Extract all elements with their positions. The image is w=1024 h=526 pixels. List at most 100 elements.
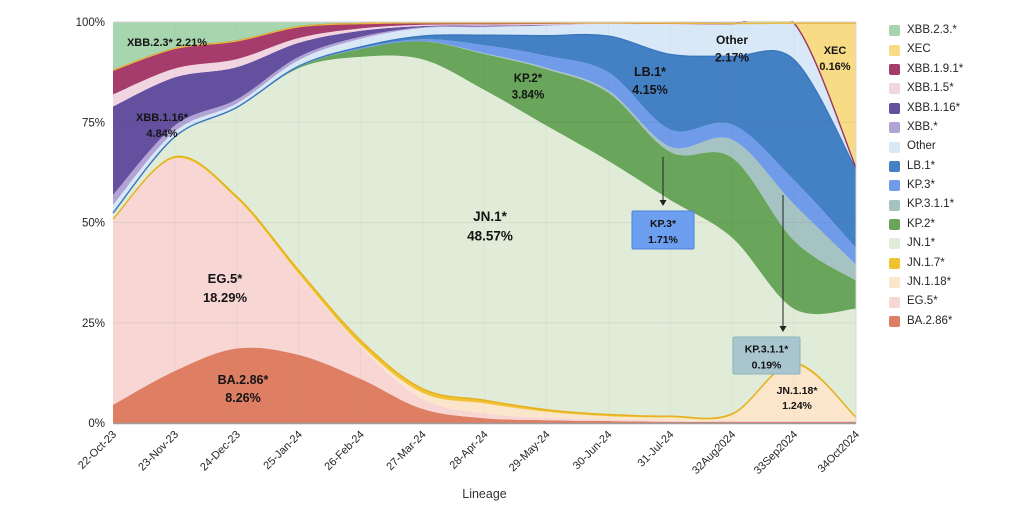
annotation-EG.5-: EG.5* 18.29%	[203, 271, 248, 305]
legend-item-LB.1-: LB.1*	[889, 157, 963, 176]
legend-swatch	[889, 180, 900, 192]
legend-label: KP.3.1.1*	[907, 198, 955, 211]
x-tick-label: 23-Nov-23	[136, 429, 181, 474]
legend-item-KP.3-: KP.3*	[889, 176, 963, 195]
area-EG.5*	[113, 157, 856, 422]
legend-label: JN.1*	[907, 237, 936, 250]
plot-area	[112, 21, 857, 423]
legend-swatch	[889, 296, 900, 308]
legend-item-KP.2-: KP.2*	[889, 215, 963, 234]
legend-item-XEC: XEC	[889, 40, 963, 59]
legend-swatch	[889, 199, 900, 211]
x-tick-label: 24-Dec-23	[198, 429, 243, 474]
annotation-BA.2.86-: BA.2.86* 8.26%	[218, 373, 269, 405]
area-BA.2.86*	[113, 347, 856, 423]
legend-item-KP.3.1.1-: KP.3.1.1*	[889, 196, 963, 215]
area-JN.1*	[113, 55, 856, 419]
legend-item-XBB.-: XBB.*	[889, 118, 963, 137]
x-tick-label: 31-Jul-24	[636, 429, 677, 470]
legend-label: Other	[907, 140, 936, 153]
x-tick-label: 22-Oct-23	[76, 429, 119, 472]
legend-swatch	[889, 160, 900, 172]
legend-item-XBB.2.3.-: XBB.2.3.*	[889, 21, 963, 40]
callout-arrow-head	[779, 326, 787, 332]
legend-label: EG.5*	[907, 295, 938, 308]
legend-swatch	[889, 238, 900, 250]
annotation-JN.1-: JN.1* 48.57%	[467, 209, 513, 244]
chart-legend: XBB.2.3.* XEC XBB.1.9.1* XBB.1.5* XBB.1.16* X…	[889, 21, 963, 331]
x-tick-label: 34Oct2024	[816, 429, 863, 476]
area-LB.1*	[113, 34, 856, 248]
annotation-XEC: XEC 0.16%	[819, 45, 850, 73]
y-tick-label: 100%	[76, 17, 105, 29]
boundary-line-LB.1*	[112, 33, 857, 214]
annotation-LB.1-: LB.1* 4.15%	[632, 65, 667, 97]
legend-item-JN.1.18-: JN.1.18*	[889, 273, 963, 292]
legend-swatch	[889, 316, 900, 328]
annotation-Other: Other 2.17%	[715, 33, 749, 64]
legend-swatch	[889, 63, 900, 75]
annotation-KP.2-: KP.2* 3.84%	[512, 73, 545, 102]
legend-swatch	[889, 141, 900, 153]
callout-box-KP.3.1.1-	[732, 336, 801, 375]
legend-swatch	[889, 83, 900, 95]
legend-label: XBB.2.3.*	[907, 23, 957, 36]
legend-label: BA.2.86*	[907, 314, 953, 327]
legend-label: KP.3*	[907, 179, 935, 192]
legend-item-BA.2.86-: BA.2.86*	[889, 312, 963, 331]
legend-swatch	[889, 122, 900, 134]
legend-label: KP.2*	[907, 217, 935, 230]
legend-item-XBB.1.9.1-: XBB.1.9.1*	[889, 60, 963, 79]
area-XBB.2.3.*	[113, 22, 856, 71]
legend-swatch	[889, 257, 900, 269]
callout-box-KP.3-	[631, 210, 695, 250]
legend-swatch	[889, 277, 900, 289]
x-tick-label: 26-Feb-24	[322, 429, 366, 473]
legend-swatch	[889, 25, 900, 37]
callout-box-label: KP.3.1.1*	[745, 344, 790, 356]
legend-swatch	[889, 102, 900, 114]
callout-box-label: 1.71%	[648, 234, 678, 246]
x-tick-label: 28-Apr-24	[448, 429, 491, 472]
legend-label: XBB.*	[907, 120, 938, 133]
legend-label: JN.1.18*	[907, 276, 952, 289]
x-axis-title: Lineage	[462, 487, 507, 501]
legend-item-XBB.1.5-: XBB.1.5*	[889, 79, 963, 98]
x-tick-label: 25-Jan-24	[261, 429, 305, 473]
annotation-JN.1.18-: JN.1.18* 1.24%	[777, 385, 819, 412]
callout-box-label: 0.19%	[752, 360, 782, 372]
boundary-line-XEC	[112, 22, 857, 71]
legend-label: XEC	[907, 43, 931, 56]
y-tick-label: 50%	[82, 218, 105, 230]
legend-label: XBB.1.5*	[907, 82, 954, 95]
y-tick-label: 25%	[82, 318, 105, 330]
x-tick-label: 29-May-24	[507, 429, 553, 475]
callout-arrow-head	[659, 200, 667, 206]
legend-label: XBB.1.16*	[907, 101, 961, 114]
legend-label: LB.1*	[907, 159, 936, 172]
legend-swatch	[889, 219, 900, 231]
legend-item-JN.1.7-: JN.1.7*	[889, 254, 963, 273]
annotation-XBB.2.3-2.21-: XBB.2.3* 2.21%	[127, 37, 207, 49]
boundary-line-JN.1.7*	[112, 155, 857, 420]
legend-label: XBB.1.9.1*	[907, 62, 964, 75]
x-tick-label: 27-Mar-24	[384, 429, 428, 473]
legend-item-EG.5-: EG.5*	[889, 292, 963, 311]
x-tick-label: 32Aug2024	[690, 429, 738, 477]
legend-swatch	[889, 44, 900, 56]
area-Other	[113, 21, 856, 213]
annotation-XBB.1.16-: XBB.1.16* 4.84%	[136, 112, 189, 140]
legend-label: JN.1.7*	[907, 256, 945, 269]
x-tick-label: 30-Jun-24	[571, 429, 615, 473]
area-JN.1.18*	[113, 157, 856, 422]
y-tick-label: 0%	[88, 418, 105, 430]
y-tick-label: 75%	[82, 117, 105, 129]
legend-item-JN.1-: JN.1*	[889, 234, 963, 253]
area-KP.2*	[113, 41, 856, 315]
legend-item-XBB.1.16-: XBB.1.16*	[889, 99, 963, 118]
callout-box-label: KP.3*	[650, 218, 677, 230]
x-tick-label: 33Sep2024	[752, 429, 800, 477]
legend-item-Other: Other	[889, 137, 963, 156]
